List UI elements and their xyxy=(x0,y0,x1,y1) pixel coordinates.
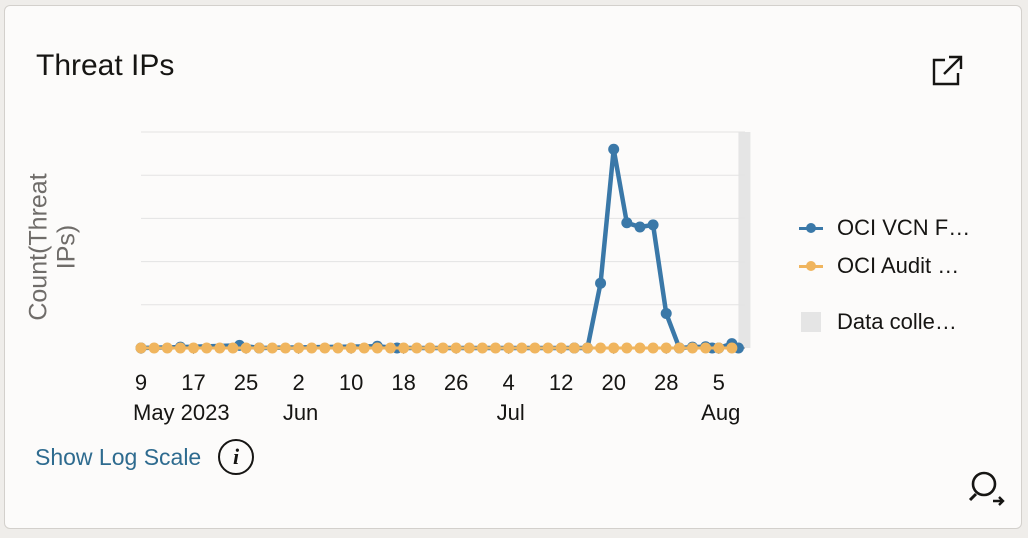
data-point-vcn xyxy=(647,219,659,231)
data-point-audit xyxy=(240,342,252,354)
data-point-audit xyxy=(188,342,200,354)
data-point-audit xyxy=(686,342,698,354)
data-point-audit xyxy=(345,342,357,354)
data-point-audit xyxy=(490,342,502,354)
zoom-search-icon[interactable] xyxy=(967,468,1007,508)
data-point-audit xyxy=(371,342,383,354)
legend-label-data-collection: Data colle… xyxy=(837,309,957,334)
x-tick-sublabel: Jun xyxy=(283,400,318,425)
data-point-audit xyxy=(358,342,370,354)
data-point-audit xyxy=(647,342,659,354)
x-tick-label: 26 xyxy=(444,370,468,395)
data-point-vcn xyxy=(621,217,633,229)
series-line-vcn xyxy=(140,147,740,351)
data-point-audit xyxy=(174,342,186,354)
legend-item-data-collection[interactable]: Data colle… xyxy=(799,306,1017,338)
data-point-audit xyxy=(476,342,488,354)
external-link-icon[interactable] xyxy=(929,52,965,88)
legend-item-vcn[interactable]: OCI VCN F… xyxy=(799,212,1017,244)
data-point-audit xyxy=(634,342,646,354)
data-point-vcn xyxy=(660,307,672,319)
data-point-audit xyxy=(161,342,173,354)
x-tick-sublabel: Jul xyxy=(497,400,525,425)
data-point-audit xyxy=(673,342,685,354)
data-point-audit xyxy=(608,342,620,354)
data-point-audit xyxy=(332,342,344,354)
show-log-scale-link[interactable]: Show Log Scale xyxy=(35,444,202,470)
data-point-audit xyxy=(214,342,226,354)
x-tick-label: 4 xyxy=(503,370,515,395)
x-tick-label: 18 xyxy=(391,370,415,395)
data-point-audit xyxy=(503,342,515,354)
info-icon[interactable]: i xyxy=(218,439,254,475)
data-point-audit xyxy=(266,342,278,354)
data-point-audit xyxy=(581,342,593,354)
data-point-audit xyxy=(529,342,541,354)
data-point-audit xyxy=(135,342,147,354)
threat-ips-card: Threat IPs Count(Threat IPs) 9 May 2023 17… xyxy=(4,5,1022,529)
x-tick-label: 28 xyxy=(654,370,678,395)
card-title: Threat IPs xyxy=(36,49,175,82)
x-tick-label: 17 xyxy=(181,370,205,395)
x-tick-label: 5 xyxy=(713,370,725,395)
data-point-audit xyxy=(227,342,239,354)
x-tick-label: 12 xyxy=(549,370,573,395)
x-tick-label: 25 xyxy=(234,370,258,395)
data-point-audit xyxy=(293,342,305,354)
data-point-audit xyxy=(555,342,567,354)
data-point-vcn xyxy=(634,221,646,233)
data-point-audit xyxy=(713,342,725,354)
x-tick-label: 2 xyxy=(292,370,304,395)
chart-legend: OCI VCN F… OCI Audit … Data colle… xyxy=(799,212,1017,344)
data-point-audit xyxy=(516,342,528,354)
data-point-audit xyxy=(542,342,554,354)
data-point-audit xyxy=(595,342,607,354)
data-point-audit xyxy=(700,342,712,354)
x-tick-label: 9 xyxy=(135,370,147,395)
x-tick-sublabel: May 2023 xyxy=(133,400,230,425)
data-point-audit xyxy=(201,342,213,354)
legend-item-audit[interactable]: OCI Audit … xyxy=(799,250,1017,282)
data-point-audit xyxy=(463,342,475,354)
data-point-audit xyxy=(726,342,738,354)
data-point-audit xyxy=(437,342,449,354)
data-point-audit xyxy=(450,342,462,354)
data-point-vcn xyxy=(595,277,607,289)
data-point-audit xyxy=(319,342,331,354)
data-point-audit xyxy=(424,342,436,354)
legend-label-audit: OCI Audit … xyxy=(837,253,960,278)
data-point-audit xyxy=(148,342,160,354)
data-point-audit xyxy=(253,342,265,354)
x-tick-label: 20 xyxy=(601,370,625,395)
data-point-audit xyxy=(621,342,633,354)
data-point-audit xyxy=(660,342,672,354)
data-point-audit xyxy=(279,342,291,354)
line-chart: 9 May 2023 17 25 2 Jun 10 18 26 4 Jul 12 20 28 5 Aug xyxy=(133,131,751,425)
legend-dot-audit xyxy=(806,261,816,271)
data-point-audit xyxy=(568,342,580,354)
data-point-audit xyxy=(306,342,318,354)
x-tick-label: 10 xyxy=(339,370,363,395)
data-point-audit xyxy=(398,342,410,354)
legend-box-data-collection xyxy=(801,312,821,332)
data-collection-band xyxy=(738,132,751,348)
data-point-vcn xyxy=(608,143,620,155)
x-tick-sublabel: Aug xyxy=(701,400,740,425)
data-point-audit xyxy=(411,342,423,354)
data-point-audit xyxy=(384,342,396,354)
legend-dot-vcn xyxy=(806,223,816,233)
legend-label-vcn: OCI VCN F… xyxy=(837,215,971,240)
